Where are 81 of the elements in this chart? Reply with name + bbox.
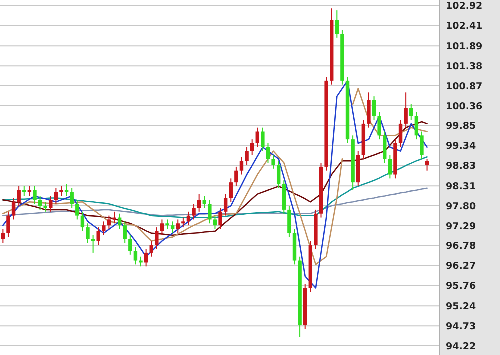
candlestick xyxy=(378,112,382,140)
candlestick xyxy=(192,204,196,220)
candlestick xyxy=(144,248,148,268)
candlestick xyxy=(250,139,254,156)
candlestick xyxy=(6,211,10,238)
candlestick xyxy=(288,206,292,238)
y-tick-label: 98.31 xyxy=(446,181,476,192)
candlestick xyxy=(272,154,276,170)
candlestick xyxy=(60,186,64,197)
y-tick-label: 99.34 xyxy=(446,141,476,152)
y-tick-label: 98.83 xyxy=(446,161,476,172)
candlestick xyxy=(224,194,228,216)
y-tick-label: 95.24 xyxy=(446,301,476,312)
candlestick xyxy=(134,246,138,266)
candlestick xyxy=(372,96,376,121)
candlestick xyxy=(166,219,170,230)
y-tick-label: 94.73 xyxy=(446,321,476,332)
candlestick xyxy=(70,188,74,208)
candlestick xyxy=(17,186,21,207)
candlestick xyxy=(160,219,164,236)
y-tick-label: 97.80 xyxy=(446,201,476,212)
y-tick-label: 96.27 xyxy=(446,261,476,272)
candlestick xyxy=(28,186,32,197)
candlestick xyxy=(425,158,430,172)
candlestick xyxy=(102,221,106,236)
y-tick-label: 102.92 xyxy=(446,1,483,12)
candlestick xyxy=(213,215,218,230)
candlestick xyxy=(64,184,69,197)
candlestick xyxy=(182,217,186,228)
candlestick xyxy=(240,156,244,176)
candlestick xyxy=(261,127,265,152)
y-tick-label: 99.85 xyxy=(446,121,476,132)
candlestick xyxy=(234,166,238,187)
candlestick xyxy=(38,196,42,210)
candlestick xyxy=(1,229,6,244)
candlestick xyxy=(208,200,212,224)
candlestick xyxy=(170,221,175,234)
candlestick xyxy=(54,188,58,205)
y-tick-label: 97.29 xyxy=(446,221,476,232)
candlestick xyxy=(367,92,371,128)
y-tick-label: 94.22 xyxy=(446,341,476,352)
candlestick xyxy=(128,234,132,256)
y-tick-label: 101.38 xyxy=(446,61,484,72)
candlestick xyxy=(107,215,112,230)
candlestick xyxy=(245,146,249,166)
candlestick xyxy=(76,200,80,220)
candlestick xyxy=(335,10,340,38)
candlestick xyxy=(96,227,100,246)
candlestick xyxy=(256,127,260,148)
candlestick xyxy=(118,213,122,230)
candlestick xyxy=(388,154,392,180)
candlestick xyxy=(155,227,159,250)
candlestick xyxy=(404,92,408,128)
candlestick xyxy=(414,112,419,140)
y-tick-label: 95.76 xyxy=(446,281,476,292)
candlestick xyxy=(229,178,233,203)
candlestick xyxy=(80,211,85,232)
candlestick xyxy=(86,223,90,244)
candlestick xyxy=(33,186,37,205)
candlestick xyxy=(218,207,222,230)
candlestick xyxy=(383,131,387,164)
y-tick-label: 96.78 xyxy=(446,241,476,252)
line-series xyxy=(2,80,428,289)
y-tick-label: 100.87 xyxy=(446,81,483,92)
candlestick xyxy=(420,131,424,160)
candlestick xyxy=(12,198,16,220)
candlestick xyxy=(266,142,270,164)
candlestick xyxy=(44,202,48,212)
candlestick xyxy=(150,240,154,258)
candlestick xyxy=(197,194,202,212)
y-tick-label: 101.89 xyxy=(446,41,483,52)
y-tick-label: 102.41 xyxy=(446,21,483,32)
candlestick xyxy=(49,196,53,212)
candlestick xyxy=(176,219,180,234)
candlestick xyxy=(276,160,281,189)
candlestick xyxy=(123,221,127,244)
candlestick xyxy=(398,120,403,148)
y-tick-label: 100.36 xyxy=(446,101,484,112)
candlestick xyxy=(410,104,414,121)
candlestick xyxy=(202,196,206,208)
candlestick xyxy=(22,186,26,197)
